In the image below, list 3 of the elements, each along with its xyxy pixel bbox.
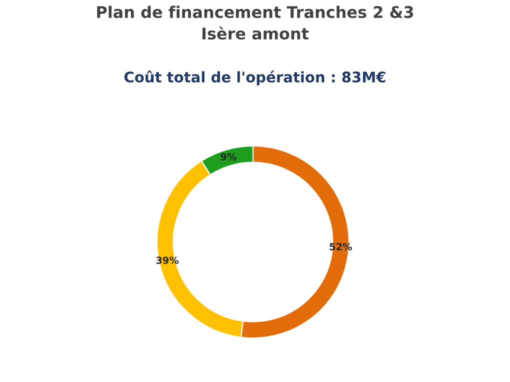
chart-subtitle: Coût total de l'opération : 83M€ xyxy=(124,70,386,86)
chart-title: Plan de financement Tranches 2 &3 Isère amont xyxy=(97,6,414,40)
data-label: 9% xyxy=(220,153,236,160)
